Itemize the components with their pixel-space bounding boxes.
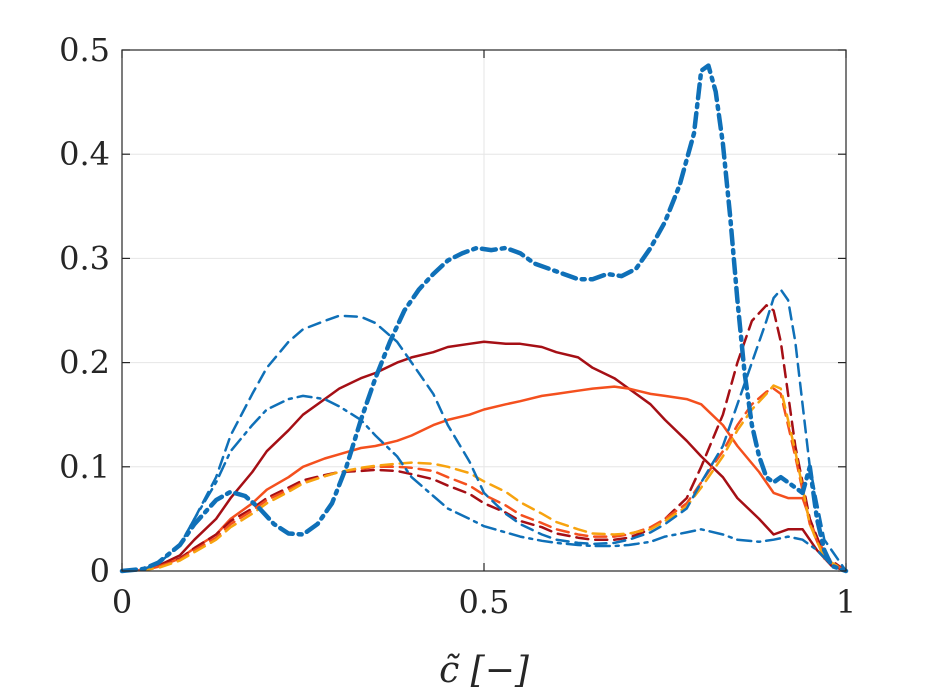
x-axis-label: c̃ [−] bbox=[439, 650, 530, 691]
tick-labels: 0 0.5 1 0 0.1 0.2 0.3 0.4 0.5 bbox=[59, 31, 856, 621]
y-tick-label: 0.5 bbox=[59, 31, 110, 69]
y-tick-label: 0.4 bbox=[59, 135, 110, 173]
series-line-8 bbox=[120, 394, 848, 573]
y-tick-label: 0 bbox=[90, 552, 110, 590]
series-line-4 bbox=[120, 387, 848, 573]
series-line-7 bbox=[120, 288, 848, 573]
series-group bbox=[119, 63, 849, 574]
y-tick-label: 0.3 bbox=[59, 239, 110, 277]
x-tick-label: 0 bbox=[112, 583, 132, 621]
y-tick-label: 0.2 bbox=[59, 344, 110, 382]
x-tick-label: 1 bbox=[836, 583, 856, 621]
tick-marks bbox=[121, 49, 847, 572]
x-tick-label: 0.5 bbox=[459, 583, 510, 621]
series-line-1 bbox=[120, 340, 848, 573]
y-tick-label: 0.1 bbox=[59, 448, 110, 486]
series-line-2 bbox=[120, 385, 848, 573]
series-line-3 bbox=[120, 304, 848, 573]
series-line-6 bbox=[119, 63, 849, 574]
